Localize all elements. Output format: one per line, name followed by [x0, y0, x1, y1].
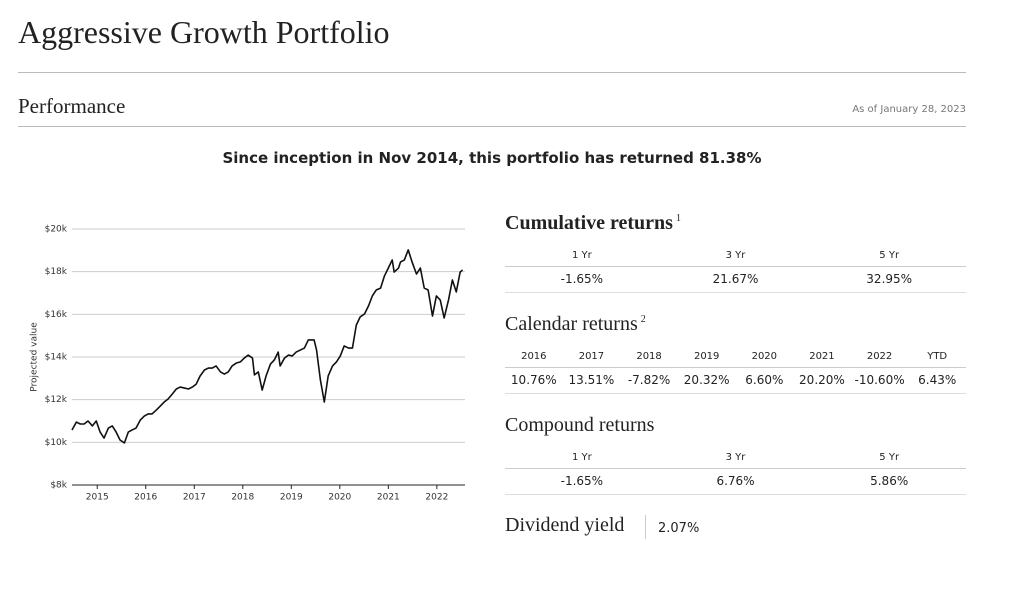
table-row: -1.65% 21.67% 32.95%: [505, 267, 966, 293]
y-tick-label: $20k: [45, 225, 68, 235]
x-tick-label: 2021: [377, 493, 400, 503]
compound-table: 1 Yr 3 Yr 5 Yr -1.65% 6.76% 5.86%: [505, 448, 966, 495]
y-tick-label: $16k: [45, 310, 68, 320]
table-cell: 20.20%: [799, 373, 845, 387]
table-cell: 2016: [521, 351, 547, 362]
y-tick-label: $14k: [45, 353, 68, 363]
y-tick-label: $12k: [45, 395, 68, 405]
table-cell: -7.82%: [627, 373, 671, 387]
table-row: 10.76% 13.51% -7.82% 20.32% 6.60% 20.20% -10.6…: [505, 368, 966, 394]
table-cell: -1.65%: [560, 474, 604, 488]
x-tick-label: 2018: [231, 493, 254, 503]
divider: [18, 126, 966, 127]
table-cell: 2017: [578, 351, 605, 362]
table-cell: 5.86%: [870, 474, 909, 488]
table-row: 1 Yr 3 Yr 5 Yr: [505, 246, 966, 267]
table-cell: 1 Yr: [571, 250, 592, 261]
y-tick-label: $18k: [45, 267, 68, 277]
table-cell: 1 Yr: [571, 452, 592, 463]
table-cell: 2018: [636, 351, 662, 362]
x-tick-label: 2017: [183, 493, 206, 503]
table-row: 2016 2017 2018 2019 2020 2021 2022 YTD: [505, 347, 966, 368]
table-cell: 2022: [866, 351, 893, 362]
y-tick-label: $10k: [45, 438, 68, 448]
line-series: [71, 249, 464, 444]
y-axis-label: Projected value: [30, 322, 40, 392]
table-cell: 5 Yr: [879, 250, 900, 261]
table-cell: 6.43%: [918, 373, 957, 387]
table-cell: 6.76%: [716, 474, 755, 488]
table-cell: 3 Yr: [725, 250, 746, 261]
chart: $8k $10k $12k $14k $16k $18k $20k 2015 2016 2017 2…: [30, 225, 465, 503]
x-tick-label: 2019: [280, 493, 303, 503]
table-cell: 2021: [809, 351, 835, 362]
table-cell: 2019: [693, 351, 720, 362]
table-cell: 21.67%: [712, 272, 759, 286]
dividend-value: 2.07%: [658, 521, 700, 536]
table-cell: 3 Yr: [725, 452, 746, 463]
table-cell: 6.60%: [745, 373, 784, 387]
calendar-table: 2016 2017 2018 2019 2020 2021 2022 YTD 10.76% 13.…: [505, 347, 966, 394]
table-cell: 20.32%: [683, 373, 730, 387]
footnote: 1: [675, 213, 681, 225]
title-text: Calendar returns: [505, 313, 638, 335]
page-title: Aggressive Growth Portfolio: [18, 14, 390, 50]
summary: Since inception in Nov 2014, this portfo…: [222, 149, 762, 167]
table-title: Cumulative returns 1: [505, 212, 681, 235]
y-tick-label: $8k: [50, 481, 67, 491]
separator: [645, 515, 646, 539]
table-cell: 5 Yr: [879, 452, 900, 463]
table-title: Compound returns: [505, 414, 655, 436]
x-tick-label: 2020: [328, 493, 351, 503]
table-title: Calendar returns 2: [505, 313, 646, 336]
table-cell: 2020: [751, 351, 778, 362]
x-tick-label: 2016: [134, 493, 157, 503]
divider: [18, 72, 966, 73]
x-tick-label: 2022: [425, 493, 448, 503]
table-cell: -10.60%: [854, 373, 905, 387]
as-of-date: As of January 28, 2023: [852, 104, 966, 115]
dividend-label: Dividend yield: [505, 514, 625, 536]
section-heading: Performance: [18, 94, 126, 118]
footnote: 2: [640, 314, 646, 326]
table-cell: 13.51%: [568, 373, 615, 387]
table-cell: YTD: [927, 351, 948, 362]
cumulative-table: 1 Yr 3 Yr 5 Yr -1.65% 21.67% 32.95%: [505, 246, 966, 293]
table-cell: 10.76%: [510, 373, 557, 387]
table-row: -1.65% 6.76% 5.86%: [505, 469, 966, 495]
table-cell: -1.65%: [560, 272, 604, 286]
table-row: 1 Yr 3 Yr 5 Yr: [505, 448, 966, 469]
x-tick-label: 2015: [86, 493, 109, 503]
table-cell: 32.95%: [866, 272, 913, 286]
title-text: Cumulative returns: [505, 212, 673, 234]
